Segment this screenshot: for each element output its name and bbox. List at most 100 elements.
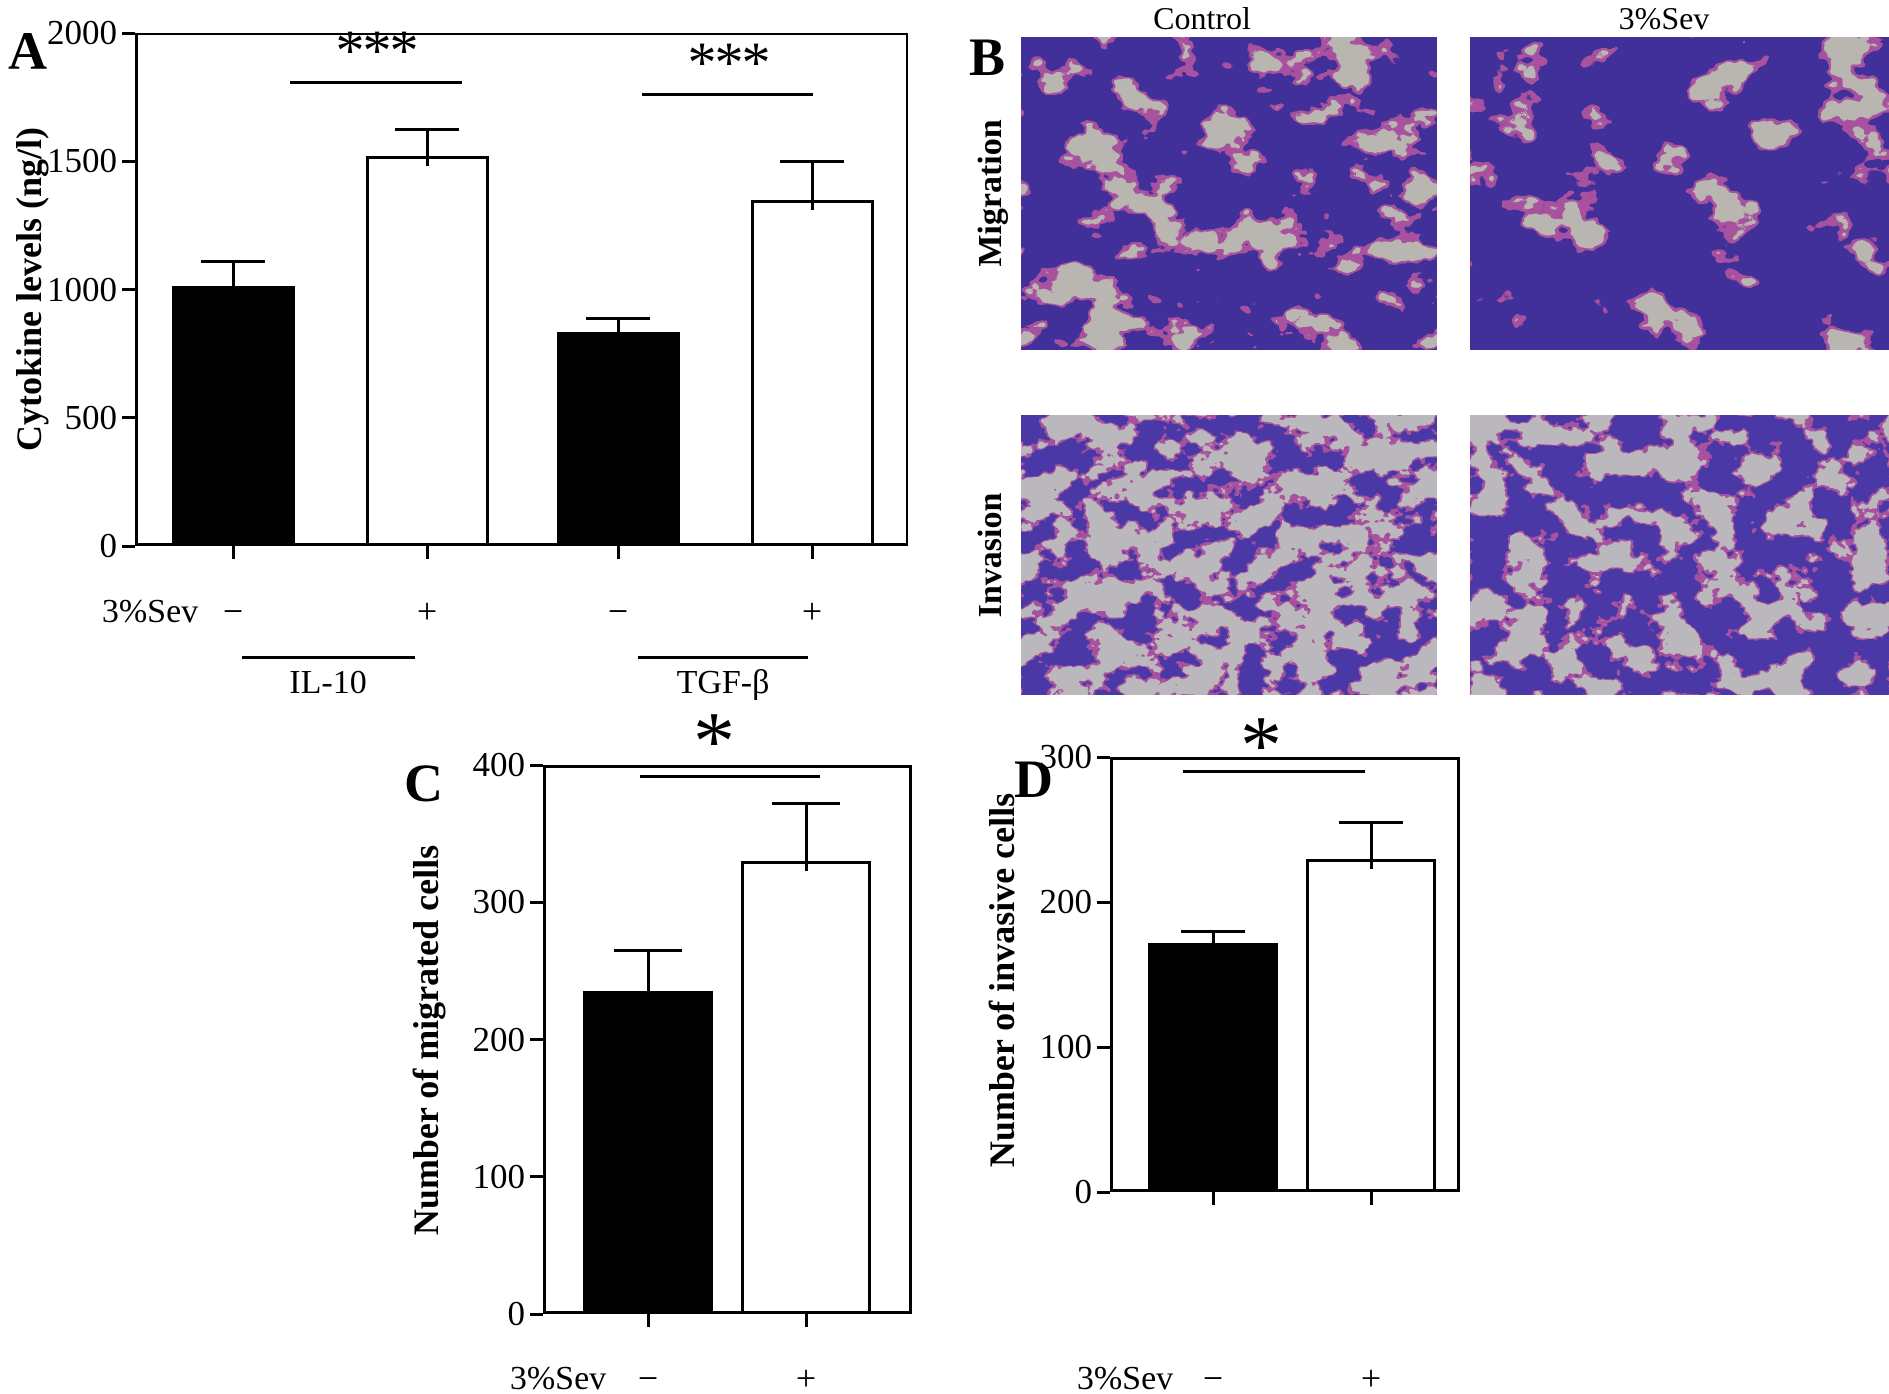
error-bar-cap	[201, 259, 265, 263]
bar-d-1	[1148, 942, 1278, 1192]
error-bar-cap	[1181, 929, 1245, 933]
error-bar-stem	[425, 129, 429, 167]
bar-c-1	[583, 991, 713, 1314]
y-tick	[530, 1038, 543, 1041]
y-tick-label: 0	[507, 1294, 526, 1333]
x-tick	[231, 546, 235, 559]
significance-stars: *	[693, 695, 735, 788]
x-sign-label: −	[1202, 1358, 1224, 1394]
x-sign-label: +	[1360, 1358, 1382, 1394]
error-bar-stem	[1211, 931, 1215, 953]
micrograph-migration-sev	[1470, 37, 1889, 350]
error-bar-stem	[646, 950, 650, 1002]
y-tick	[122, 416, 135, 420]
y-tick-label: 200	[472, 1019, 526, 1059]
error-bar-stem	[616, 318, 620, 342]
panel-c-label: C	[404, 753, 443, 813]
y-tick-label: 0	[1074, 1172, 1093, 1211]
bar-d-2	[1306, 858, 1436, 1192]
x-sign-label: +	[801, 591, 823, 631]
error-bar-cap	[614, 948, 682, 952]
x-tick	[646, 1314, 650, 1327]
stained-cells-texture	[1470, 415, 1889, 695]
panel-b-column-header-sev: 3%Sev	[1618, 0, 1710, 36]
y-tick-label: 500	[64, 397, 118, 437]
y-tick	[1097, 1045, 1110, 1049]
y-tick-label: 400	[472, 745, 526, 784]
tgfb-group-underline	[638, 656, 808, 659]
stained-cells-texture	[1470, 37, 1889, 350]
panel-d-x-row-label: 3%Sev	[1076, 1360, 1174, 1394]
y-tick	[122, 159, 135, 163]
y-tick	[122, 288, 135, 291]
significance-stars: ***	[335, 18, 419, 83]
x-tick	[1211, 1192, 1215, 1205]
y-tick-label: 1500	[47, 141, 117, 181]
y-tick	[530, 1312, 543, 1316]
error-bar-cap	[772, 801, 840, 805]
panel-c-x-row-label: 3%Sev	[509, 1360, 607, 1394]
y-tick	[122, 544, 135, 548]
significance-line	[1183, 770, 1365, 773]
bar-c-2	[741, 861, 871, 1314]
tgfb-group-label: TGF-β	[676, 664, 770, 701]
y-tick-label: 0	[99, 526, 118, 565]
x-tick	[810, 546, 814, 559]
y-tick	[1097, 1190, 1110, 1194]
y-tick	[530, 1175, 543, 1179]
significance-line	[640, 775, 820, 778]
significance-line	[290, 81, 462, 84]
panel-a-x-row-label: 3%Sev	[101, 593, 199, 630]
error-bar-stem	[810, 161, 814, 210]
bar-a-1	[171, 285, 295, 546]
error-bar-stem	[231, 261, 235, 296]
y-tick	[530, 763, 543, 767]
error-bar-cap	[395, 127, 459, 131]
panel-d-y-axis-title: Number of invasive cells	[982, 792, 1022, 1168]
stained-cells-texture	[1021, 37, 1437, 350]
x-sign-label: +	[795, 1358, 817, 1394]
error-bar-cap	[586, 317, 650, 321]
panel-b-column-header-control: Control	[1153, 0, 1251, 36]
panel-c-plot-area	[543, 765, 912, 1314]
panel-b-label: B	[969, 27, 1006, 87]
y-tick-label: 300	[1039, 737, 1093, 776]
x-sign-label: −	[607, 591, 629, 631]
y-tick-label: 100	[472, 1156, 526, 1196]
micrograph-migration-control	[1021, 37, 1437, 350]
y-tick	[122, 31, 135, 35]
y-tick	[530, 900, 543, 904]
y-tick	[1097, 900, 1110, 904]
panel-a-label: A	[8, 21, 47, 81]
panel-b-row-label-migration: Migration	[972, 119, 1009, 267]
y-tick	[1097, 755, 1110, 759]
x-tick	[425, 546, 429, 559]
y-tick-label: 2000	[47, 13, 117, 52]
x-tick	[616, 546, 620, 559]
bar-a-4	[750, 199, 874, 546]
y-tick-label: 100	[1039, 1027, 1093, 1066]
panel-b-row-label-invasion: Invasion	[972, 492, 1009, 618]
panel-a-plot-area	[135, 33, 908, 546]
error-bar-stem	[804, 803, 808, 872]
micrograph-invasion-control	[1021, 415, 1437, 695]
y-tick-label: 1000	[47, 269, 117, 309]
error-bar-cap	[780, 159, 844, 163]
significance-stars: ***	[687, 30, 771, 95]
stained-cells-texture	[1021, 415, 1437, 695]
il10-group-underline	[242, 656, 415, 659]
significance-stars: *	[1240, 699, 1282, 792]
x-sign-label: +	[416, 591, 438, 631]
y-tick-label: 200	[1039, 882, 1093, 921]
x-tick	[1369, 1192, 1373, 1205]
y-tick-label: 300	[472, 882, 526, 922]
error-bar-cap	[1339, 820, 1403, 824]
panel-d-plot-area	[1110, 757, 1460, 1192]
x-tick	[804, 1314, 808, 1327]
panel-d-label: D	[1014, 749, 1053, 809]
significance-line	[642, 93, 813, 96]
x-sign-label: −	[637, 1358, 659, 1394]
il10-group-label: IL-10	[289, 664, 367, 701]
x-sign-label: −	[222, 591, 244, 631]
